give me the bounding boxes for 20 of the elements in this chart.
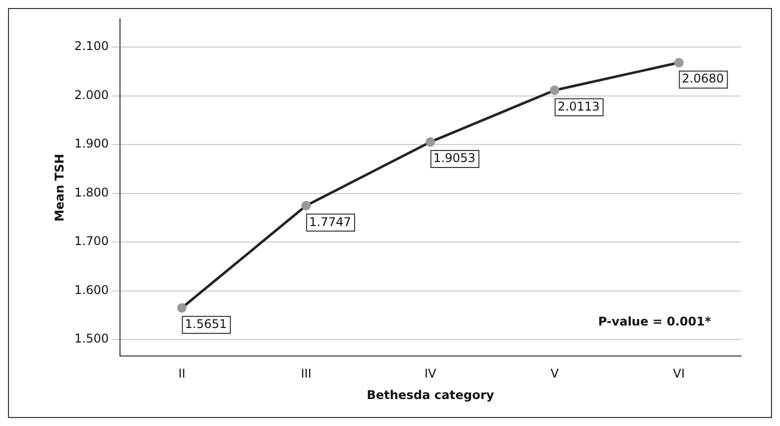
y-tick-label: 2.000	[74, 88, 109, 102]
data-label: 1.7747	[309, 214, 352, 229]
y-tick-label: 1.600	[74, 282, 109, 297]
x-tick-label: V	[550, 366, 560, 381]
x-tick-label: III	[300, 366, 312, 381]
y-tick-label: 1.900	[74, 136, 109, 151]
y-tick-label: 1.800	[74, 185, 109, 200]
y-axis-title: Mean TSH	[52, 154, 66, 222]
y-tick-label: 2.100	[74, 39, 109, 54]
x-tick-label: VI	[673, 366, 685, 381]
data-label: 2.0113	[558, 99, 600, 114]
data-label: 1.5651	[184, 316, 227, 331]
y-tick-label: 1.700	[74, 234, 109, 248]
data-label: 1.9053	[433, 151, 476, 166]
x-axis-title: Bethesda category	[366, 388, 494, 402]
annotation: P-value = 0.001*	[598, 314, 712, 328]
data-label: 2.0680	[682, 72, 724, 86]
y-tick-label: 1.500	[74, 332, 109, 346]
x-tick-label: II	[178, 366, 186, 381]
x-tick-label: IV	[424, 366, 438, 381]
